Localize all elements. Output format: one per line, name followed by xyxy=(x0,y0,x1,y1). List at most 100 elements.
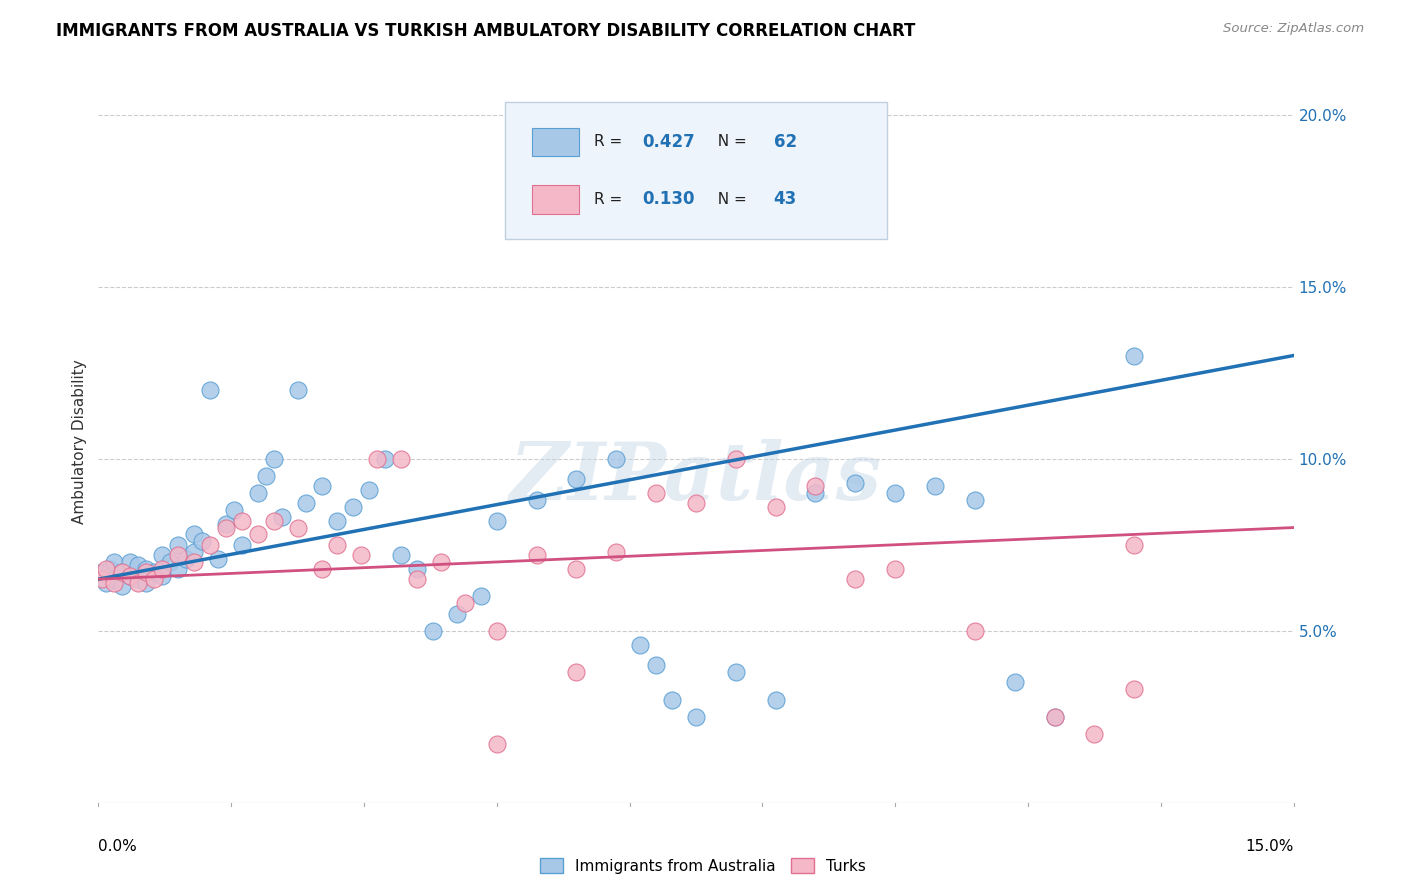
Point xyxy=(120,555,142,569)
Point xyxy=(127,575,149,590)
Point xyxy=(374,451,396,466)
Y-axis label: Ambulatory Disability: Ambulatory Disability xyxy=(72,359,87,524)
Point xyxy=(287,383,309,397)
Point xyxy=(724,451,747,466)
Point xyxy=(111,579,134,593)
Point xyxy=(198,383,221,397)
Point xyxy=(150,568,173,582)
Point xyxy=(804,486,827,500)
Point xyxy=(1083,727,1105,741)
Point xyxy=(430,555,453,569)
Point xyxy=(342,500,364,514)
Point xyxy=(1043,710,1066,724)
Point xyxy=(311,479,333,493)
Point xyxy=(765,500,787,514)
Point xyxy=(389,548,412,562)
Point xyxy=(350,548,373,562)
Point xyxy=(263,514,285,528)
Point xyxy=(661,692,683,706)
Point xyxy=(207,551,229,566)
Point xyxy=(120,568,142,582)
Point xyxy=(685,496,707,510)
Point xyxy=(103,555,125,569)
Text: 15.0%: 15.0% xyxy=(1246,838,1294,854)
Point xyxy=(91,572,114,586)
Point xyxy=(183,527,205,541)
Point xyxy=(326,514,349,528)
Text: 0.427: 0.427 xyxy=(643,133,695,151)
Point xyxy=(963,493,986,508)
Text: 43: 43 xyxy=(773,191,797,209)
Point xyxy=(359,483,381,497)
Point xyxy=(111,566,134,580)
Point xyxy=(270,510,292,524)
Point xyxy=(222,503,245,517)
Point xyxy=(485,624,508,638)
Point xyxy=(294,496,316,510)
Point xyxy=(167,538,190,552)
Point xyxy=(191,534,214,549)
Point xyxy=(183,555,205,569)
Point xyxy=(167,548,190,562)
Point xyxy=(724,665,747,679)
Point xyxy=(167,562,190,576)
Point xyxy=(287,520,309,534)
Text: R =: R = xyxy=(595,134,627,149)
Point xyxy=(1004,675,1026,690)
Point xyxy=(526,493,548,508)
Point xyxy=(422,624,444,638)
Point xyxy=(485,737,508,751)
Point xyxy=(311,562,333,576)
Point xyxy=(135,562,157,576)
Point xyxy=(565,665,588,679)
Text: 0.130: 0.130 xyxy=(643,191,695,209)
Point xyxy=(150,562,173,576)
Point xyxy=(454,596,477,610)
Point xyxy=(96,575,118,590)
Point xyxy=(446,607,468,621)
Point xyxy=(127,572,149,586)
Point xyxy=(1123,682,1146,697)
Point xyxy=(628,638,651,652)
Point xyxy=(963,624,986,638)
Point xyxy=(804,479,827,493)
Point xyxy=(159,555,181,569)
Point xyxy=(143,566,166,580)
Text: N =: N = xyxy=(709,134,752,149)
Text: 0.0%: 0.0% xyxy=(98,838,138,854)
Point xyxy=(605,451,627,466)
Point xyxy=(844,475,866,490)
Point xyxy=(246,486,269,500)
Point xyxy=(565,472,588,486)
Point xyxy=(765,692,787,706)
FancyBboxPatch shape xyxy=(533,186,579,213)
Point xyxy=(565,562,588,576)
FancyBboxPatch shape xyxy=(505,102,887,239)
Point xyxy=(174,551,197,566)
Point xyxy=(120,568,142,582)
Point xyxy=(470,590,492,604)
Point xyxy=(485,514,508,528)
Point xyxy=(645,658,668,673)
Point xyxy=(215,520,238,534)
FancyBboxPatch shape xyxy=(533,128,579,156)
Point xyxy=(1043,710,1066,724)
Point xyxy=(406,572,429,586)
Point xyxy=(844,572,866,586)
Point xyxy=(98,562,122,576)
Point xyxy=(1123,538,1146,552)
Point xyxy=(884,562,907,576)
Point xyxy=(103,575,125,590)
Point xyxy=(143,572,166,586)
Point xyxy=(135,575,157,590)
Point xyxy=(263,451,285,466)
Text: 62: 62 xyxy=(773,133,797,151)
Point xyxy=(366,451,388,466)
Point xyxy=(135,566,157,580)
Point xyxy=(326,538,349,552)
Text: Source: ZipAtlas.com: Source: ZipAtlas.com xyxy=(1223,22,1364,36)
Point xyxy=(254,469,277,483)
Point xyxy=(685,710,707,724)
Point xyxy=(111,566,134,580)
Point xyxy=(91,566,114,580)
